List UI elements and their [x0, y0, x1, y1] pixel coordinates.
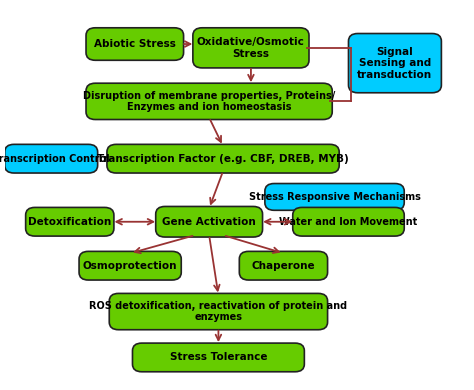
Text: Abiotic Stress: Abiotic Stress — [94, 39, 176, 49]
FancyBboxPatch shape — [26, 207, 114, 236]
Text: Disruption of membrane properties, Proteins/
Enzymes and ion homeostasis: Disruption of membrane properties, Prote… — [83, 90, 335, 112]
Text: Oxidative/Osmotic
Stress: Oxidative/Osmotic Stress — [197, 37, 305, 58]
Text: Osmoprotection: Osmoprotection — [83, 261, 177, 271]
FancyBboxPatch shape — [79, 252, 181, 280]
FancyBboxPatch shape — [239, 252, 328, 280]
Text: Transcription Factor (e.g. CBF, DREB, MYB): Transcription Factor (e.g. CBF, DREB, MY… — [97, 154, 349, 164]
FancyBboxPatch shape — [109, 293, 328, 330]
FancyBboxPatch shape — [5, 144, 98, 173]
Text: Stress Tolerance: Stress Tolerance — [170, 353, 267, 362]
FancyBboxPatch shape — [86, 28, 183, 60]
FancyBboxPatch shape — [348, 34, 441, 93]
FancyBboxPatch shape — [132, 343, 304, 372]
Text: Transcription Control: Transcription Control — [0, 154, 109, 164]
Text: Signal
Sensing and
transduction: Signal Sensing and transduction — [357, 46, 432, 80]
Text: Water and Ion Movement: Water and Ion Movement — [279, 217, 418, 227]
FancyBboxPatch shape — [193, 28, 309, 68]
Text: Detoxification: Detoxification — [28, 217, 111, 227]
FancyBboxPatch shape — [107, 144, 339, 173]
FancyBboxPatch shape — [293, 207, 404, 236]
FancyBboxPatch shape — [265, 184, 404, 210]
Text: Gene Activation: Gene Activation — [162, 217, 256, 227]
FancyBboxPatch shape — [86, 83, 332, 119]
Text: ROS detoxification, reactivation of protein and
enzymes: ROS detoxification, reactivation of prot… — [90, 301, 347, 323]
Text: Stress Responsive Mechanisms: Stress Responsive Mechanisms — [248, 192, 420, 202]
Text: Chaperone: Chaperone — [252, 261, 315, 271]
FancyBboxPatch shape — [155, 206, 263, 237]
